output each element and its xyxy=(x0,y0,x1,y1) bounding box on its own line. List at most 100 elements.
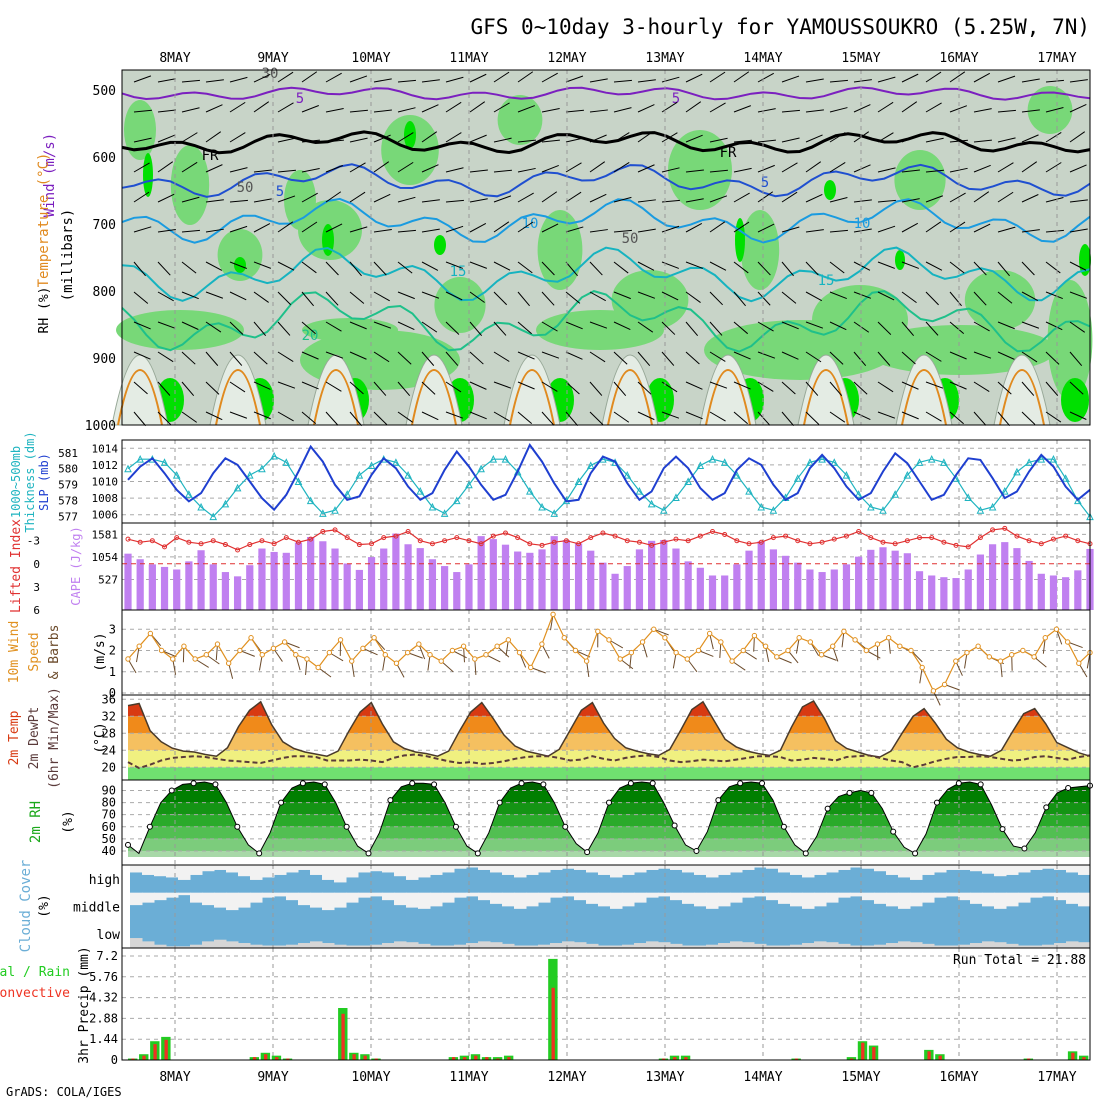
wind10-point xyxy=(1076,660,1082,666)
wind-barb xyxy=(277,169,296,173)
cloud-bar-low xyxy=(694,945,707,948)
wind-barb xyxy=(949,291,962,307)
warm-contour xyxy=(999,369,1045,426)
slp-tick: 1014 xyxy=(92,442,119,455)
cape-bar xyxy=(453,572,461,610)
wind-barb xyxy=(829,291,847,300)
cape-bar xyxy=(501,544,510,610)
rh-tick: 70 xyxy=(102,808,116,822)
rh-blob xyxy=(864,325,1056,375)
thickness-point xyxy=(331,506,339,514)
wind-barb xyxy=(421,411,439,421)
contour-label: 20 xyxy=(302,328,319,344)
wind-barb xyxy=(133,226,152,233)
cloud-bar-low xyxy=(502,943,515,948)
wind-barb xyxy=(1021,351,1038,363)
wind-barb xyxy=(421,228,440,233)
lifted-point xyxy=(381,535,387,541)
cloud-bar-high xyxy=(346,865,359,878)
axis-title-thickness2: Thickness (dm) xyxy=(23,431,37,532)
cloud-bar-low xyxy=(238,943,251,948)
cloud-bar-low xyxy=(298,943,311,948)
cloud-bar-middle xyxy=(898,892,911,909)
cape-panel: 527 1054 1581 -3 0 3 6 xyxy=(27,522,1094,617)
thickness-point xyxy=(903,470,912,479)
wind-barb xyxy=(781,351,799,360)
thickness-point xyxy=(793,474,802,482)
cloud-bar-middle xyxy=(502,892,515,907)
cape-bar xyxy=(794,562,802,610)
wind-barb xyxy=(565,109,584,113)
cloud-bar-low xyxy=(970,943,983,948)
wind-barb xyxy=(445,261,463,269)
thickness-point xyxy=(306,496,315,505)
cloud-bar-middle xyxy=(730,892,743,903)
wind-barb xyxy=(541,191,558,203)
wind-barb xyxy=(133,411,146,427)
axis-title-total: Total / Rain xyxy=(0,965,70,980)
wind-barb xyxy=(637,381,652,395)
wind-barb xyxy=(421,104,439,113)
wind-barb xyxy=(445,351,459,366)
wind-barb xyxy=(973,381,990,392)
cloud-bar-high xyxy=(874,865,887,872)
wind10-point xyxy=(371,635,377,641)
day-label-top: 14MAY xyxy=(743,51,782,66)
wind-barb xyxy=(301,321,316,335)
cloud-bar-low xyxy=(610,945,623,948)
contour-label: 5 xyxy=(672,91,680,107)
wind-barb xyxy=(493,169,512,173)
cape-bar xyxy=(428,559,437,610)
cloud-bar-high xyxy=(214,865,227,870)
contour-label: 10 xyxy=(854,216,871,232)
lifted-point xyxy=(563,538,569,544)
cloud-bar-low xyxy=(790,944,803,948)
cloud-bar-high xyxy=(130,865,143,873)
cloud-bar-high xyxy=(778,865,791,873)
wind-barb xyxy=(157,261,171,276)
cloud-bar-middle xyxy=(166,892,179,898)
axis-title-dewpt: 2m DewPt xyxy=(27,707,42,770)
warm-contour xyxy=(901,369,947,426)
contour-label: 5 xyxy=(761,175,769,191)
cloud-bar-middle xyxy=(982,892,995,907)
wind-barb xyxy=(253,261,272,269)
cape-bar xyxy=(331,548,339,610)
wind-barb xyxy=(997,137,1016,143)
cloud-bar-middle xyxy=(466,892,479,897)
wind10-point xyxy=(550,611,556,618)
contour-label: FR xyxy=(720,145,737,161)
lifted-point xyxy=(795,538,801,544)
wind-barb xyxy=(157,134,175,143)
thickness-point xyxy=(355,470,364,479)
cape-bar xyxy=(940,577,948,610)
cloud-bar-high xyxy=(538,865,551,873)
wind-barb xyxy=(637,291,656,299)
wind-barb xyxy=(541,411,555,426)
day-label-top: 10MAY xyxy=(351,51,390,66)
contour-label: 5 xyxy=(276,184,284,200)
cape-bar xyxy=(343,563,351,610)
run-total-label: Run Total = 21.88 xyxy=(953,953,1086,968)
rh-blob xyxy=(894,150,946,210)
wind-barb xyxy=(301,71,318,83)
wind-barb xyxy=(349,261,362,277)
cape-bar xyxy=(648,540,656,610)
wind-barb xyxy=(1045,107,1064,113)
rh-point xyxy=(190,780,197,787)
wind-barb xyxy=(205,351,219,366)
precip-bar-convective xyxy=(451,1057,456,1060)
rh-bright xyxy=(895,250,905,270)
wind-barb xyxy=(877,132,894,143)
wind10-point xyxy=(662,635,668,641)
wind-barb xyxy=(1069,291,1088,299)
warm-contour xyxy=(509,369,555,426)
thickness-point xyxy=(623,470,632,479)
lifted-point xyxy=(198,541,204,547)
wind-barb xyxy=(781,226,800,233)
cape-bar xyxy=(1025,560,1033,610)
wind-barb xyxy=(157,321,176,329)
slp-tick: 1008 xyxy=(92,492,119,505)
cloud-bar-middle xyxy=(382,892,395,901)
